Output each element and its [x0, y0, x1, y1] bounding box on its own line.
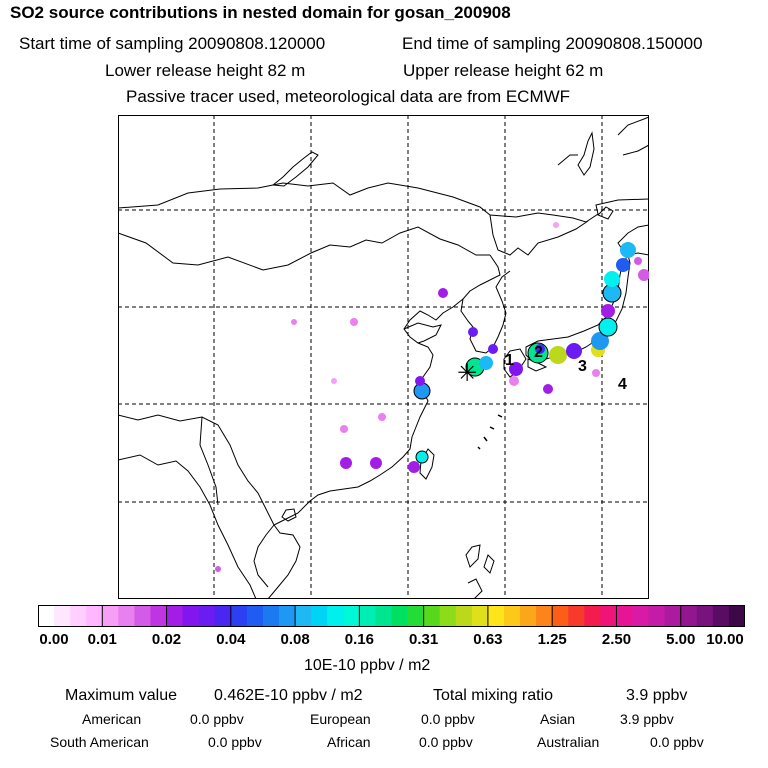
colorbar-swatch [487, 605, 505, 627]
colorbar-swatch [391, 605, 409, 627]
total-mixing-ratio-value: 3.9 ppbv [626, 687, 688, 704]
region-value-australian: 0.0 ppbv [650, 734, 704, 750]
colorbar-swatch [343, 605, 360, 627]
colorbar-tick-label: 0.63 [473, 631, 503, 648]
map-grid [118, 115, 649, 599]
start-time-label: Start time of sampling 20090808.120000 [19, 34, 326, 53]
source-marker-3: 3 [578, 358, 587, 375]
colorbar-tick-label: 0.00 [39, 631, 69, 648]
colorbar-swatch [70, 605, 87, 627]
lower-release-height-label: Lower release height 82 m [105, 61, 306, 80]
source-marker-1: 1 [505, 352, 514, 369]
source-marker-4: 4 [618, 376, 627, 393]
region-value-european: 0.0 ppbv [421, 711, 475, 727]
colorbar-swatch [279, 605, 296, 627]
region-name-asian: Asian [540, 711, 576, 727]
colorbar-swatch [38, 605, 55, 627]
colorbar-swatch [616, 605, 634, 627]
colorbar-swatch [439, 605, 457, 627]
colorbar-swatch [246, 605, 264, 627]
receptor-marker: ✳ [457, 359, 477, 387]
colorbar-swatch [198, 605, 216, 627]
colorbar-tick-label: 0.16 [344, 631, 374, 648]
colorbar-swatch [134, 605, 151, 627]
colorbar-swatch [520, 605, 537, 627]
region-name-american: American [82, 711, 142, 727]
colorbar-swatch [262, 605, 280, 627]
colorbar-swatch [552, 605, 569, 627]
colorbar-swatch [359, 605, 376, 627]
tracer-note-label: Passive tracer used, meteorological data… [126, 87, 571, 106]
colorbar-tick-label: 2.50 [601, 631, 632, 648]
colorbar-tick-label: 0.01 [87, 631, 117, 648]
colorbar-swatch [696, 605, 714, 627]
colorbar-swatch [584, 605, 601, 627]
colorbar-swatch [102, 605, 119, 627]
colorbar-swatch [150, 605, 168, 627]
colorbar-tick-label: 10.00 [706, 631, 744, 648]
colorbar-tick-label: 5.00 [666, 631, 696, 648]
end-time-label: End time of sampling 20090808.150000 [402, 34, 703, 53]
region-value-south-american: 0.0 ppbv [208, 734, 262, 750]
region-name-african: African [327, 734, 371, 750]
region-value-american: 0.0 ppbv [190, 711, 244, 727]
chart-title: SO2 source contributions in nested domai… [10, 3, 511, 22]
colorbar-swatch [455, 605, 473, 627]
colorbar-swatch [327, 605, 344, 627]
colorbar-swatch [503, 605, 521, 627]
colorbar-swatch [712, 605, 730, 627]
colorbar-unit-label: 10E-10 ppbv / m2 [304, 657, 431, 674]
colorbar-swatch [648, 605, 666, 627]
colorbar-swatch [311, 605, 328, 627]
source-marker-2: 2 [534, 344, 543, 361]
colorbar [38, 605, 745, 627]
colorbar-frame [38, 605, 745, 627]
colorbar-swatch [295, 605, 312, 627]
region-name-south-american: South American [50, 734, 149, 750]
colorbar-tick-label: 0.08 [280, 631, 310, 648]
map-panel: ✳ 1 2 3 4 [118, 115, 649, 599]
max-value: 0.462E-10 ppbv / m2 [214, 687, 363, 704]
colorbar-tick-label: 0.04 [216, 631, 246, 648]
colorbar-tick-label: 0.02 [151, 631, 182, 648]
colorbar-swatch [375, 605, 392, 627]
colorbar-swatch [680, 605, 698, 627]
colorbar-swatch [423, 605, 441, 627]
region-name-european: European [310, 711, 371, 727]
upper-release-height-label: Upper release height 62 m [403, 61, 604, 80]
colorbar-swatch [54, 605, 71, 627]
region-name-australian: Australian [537, 734, 600, 750]
colorbar-swatch [166, 605, 184, 627]
colorbar-swatch [230, 605, 248, 627]
colorbar-tick-label: 1.25 [537, 631, 567, 648]
colorbar-swatch [728, 605, 745, 627]
max-value-label: Maximum value [65, 687, 178, 704]
colorbar-swatch [600, 605, 617, 627]
colorbar-swatch [86, 605, 103, 627]
colorbar-swatch [664, 605, 682, 627]
colorbar-swatch [471, 605, 489, 627]
region-value-african: 0.0 ppbv [419, 734, 473, 750]
colorbar-swatch [536, 605, 553, 627]
region-value-asian: 3.9 ppbv [620, 711, 674, 727]
colorbar-tick-label: 0.31 [409, 631, 439, 648]
colorbar-swatch [118, 605, 135, 627]
colorbar-swatch [568, 605, 585, 627]
colorbar-swatch [407, 605, 425, 627]
concentration-field [215, 222, 649, 572]
colorbar-swatch [214, 605, 232, 627]
total-mixing-ratio-label: Total mixing ratio [433, 687, 554, 704]
colorbar-swatch [182, 605, 200, 627]
colorbar-swatch [632, 605, 650, 627]
